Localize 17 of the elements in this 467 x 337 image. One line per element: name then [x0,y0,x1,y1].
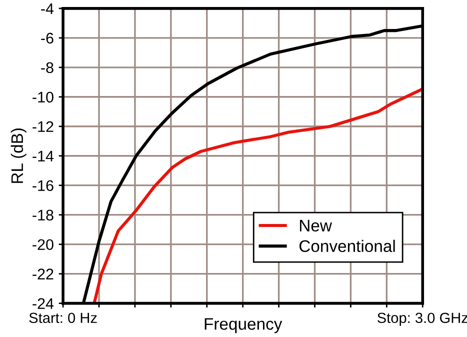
y-tick-label: -24 [32,298,54,309]
y-tick-label: -20 [32,239,54,250]
legend-label: New [300,220,332,232]
y-tick-label: -12 [32,121,54,132]
y-tick-label: -8 [41,62,54,74]
y-tick-label: -22 [32,268,54,280]
y-tick-label: -18 [32,210,54,221]
y-axis-title: RL (dB) [10,128,26,183]
legend-label: Conventional [299,240,395,252]
y-tick-label: -16 [32,180,54,192]
x-axis-title: Frequency [204,318,282,334]
y-tick-label: -14 [32,150,54,162]
line-series [92,88,423,304]
y-tick-label: -6 [41,32,54,44]
y-tick-label: -10 [32,92,54,103]
x-tick-label: Start: 0 Hz [29,312,97,324]
y-tick-label: -4 [41,3,54,14]
